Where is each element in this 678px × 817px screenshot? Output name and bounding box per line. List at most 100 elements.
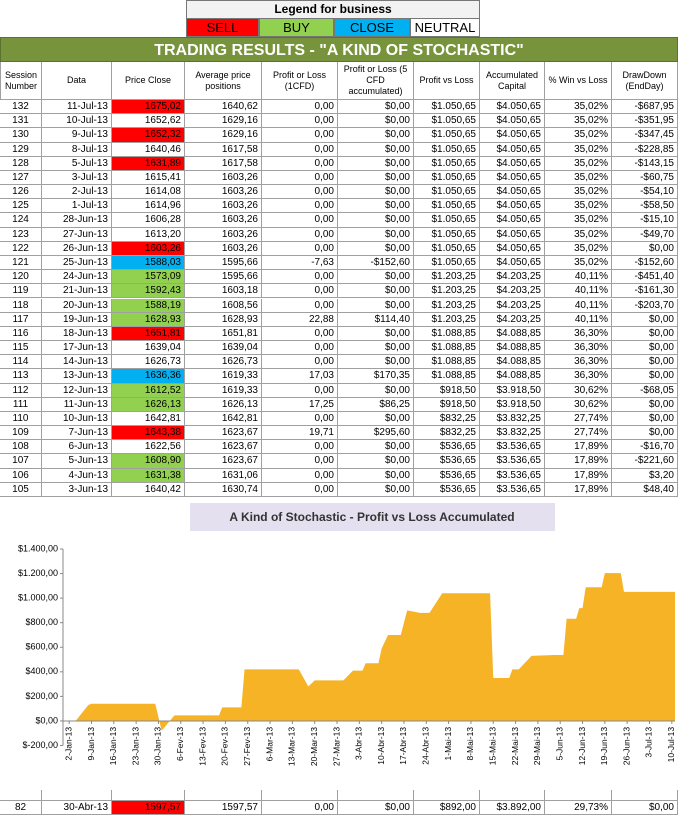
- table-cell: $4.050,65: [480, 100, 545, 115]
- table-cell: $0,00: [612, 426, 678, 441]
- table-cell: $0,00: [338, 227, 414, 242]
- table-cell: $892,00: [414, 801, 480, 815]
- table-cell: 17,25: [262, 397, 338, 412]
- table-cell: 1643,38: [112, 426, 185, 441]
- table-cell: 119: [0, 284, 42, 299]
- table-cell-cut: [0, 790, 42, 801]
- table-cell: 1642,81: [185, 411, 262, 427]
- x-tick-label: 30-Jan-13: [153, 727, 163, 766]
- table-cell: 107: [0, 454, 42, 469]
- table-cell: 36,30%: [545, 326, 612, 342]
- table-cell: $1.050,65: [414, 156, 480, 171]
- x-tick-label: 3-Jul-13: [644, 727, 654, 758]
- table-cell: $4.088,85: [480, 355, 545, 370]
- column-header: Profit or Loss (1CFD): [262, 62, 338, 100]
- y-tick-label: $1.200,00: [18, 568, 58, 578]
- table-cell: 0,00: [262, 199, 338, 214]
- table-cell: 0,00: [262, 284, 338, 299]
- table-cell: 0,00: [262, 440, 338, 455]
- column-header: % Win vs Loss: [545, 62, 612, 100]
- table-cell: 1640,42: [112, 482, 185, 497]
- table-cell: 0,00: [262, 468, 338, 483]
- y-tick-label: $1.000,00: [18, 593, 58, 603]
- table-cell: $4.203,25: [480, 284, 545, 299]
- legend-item: SELL: [186, 18, 259, 37]
- x-tick-label: 10-Jul-13: [666, 727, 676, 763]
- table-cell: 128: [0, 156, 42, 171]
- table-cell: $1.088,85: [414, 369, 480, 384]
- table-cell: $4.088,85: [480, 341, 545, 356]
- table-cell: 118: [0, 298, 42, 313]
- table-cell: 1631,38: [112, 468, 185, 483]
- table-cell: 123: [0, 227, 42, 242]
- table-cell: 1631,06: [185, 468, 262, 483]
- table-cell: 22,88: [262, 312, 338, 327]
- table-cell: 120: [0, 270, 42, 285]
- table-cell: 12-Jun-13: [42, 383, 112, 398]
- table-cell: $0,00: [338, 411, 414, 427]
- table-cell: 10-Jul-13: [42, 114, 112, 129]
- table-cell: 17,89%: [545, 468, 612, 483]
- table-cell: $4.088,85: [480, 326, 545, 342]
- table-cell: -$451,40: [612, 270, 678, 285]
- table-cell: 40,11%: [545, 312, 612, 327]
- table-cell: 1608,56: [185, 298, 262, 313]
- table-cell: 1623,67: [185, 440, 262, 455]
- table-cell: 132: [0, 100, 42, 115]
- table-cell: 1640,62: [185, 100, 262, 115]
- table-cell: 1595,66: [185, 270, 262, 285]
- table-cell-cut: [414, 790, 480, 801]
- table-cell: 17-Jun-13: [42, 341, 112, 356]
- x-tick-label: 1-Mai-13: [443, 727, 453, 761]
- table-cell: $0,00: [338, 156, 414, 171]
- table-cell: $1.050,65: [414, 142, 480, 157]
- x-tick-label: 13-Mar-13: [287, 727, 297, 766]
- table-cell: $3.536,65: [480, 454, 545, 469]
- table-cell: 0,00: [262, 100, 338, 115]
- area: [69, 573, 675, 731]
- table-cell: 1619,33: [185, 369, 262, 384]
- table-cell: 1619,33: [185, 383, 262, 398]
- table-cell: 1626,73: [112, 355, 185, 370]
- table-cell: 30,62%: [545, 383, 612, 398]
- table-cell: $0,00: [612, 369, 678, 384]
- table-cell: 11-Jun-13: [42, 397, 112, 412]
- table-cell: $4.088,85: [480, 369, 545, 384]
- table-cell: 1573,09: [112, 270, 185, 285]
- table-cell: $1.050,65: [414, 227, 480, 242]
- column-header: Price Close: [112, 62, 185, 100]
- table-cell: -$58,50: [612, 199, 678, 214]
- table-cell: $4.050,65: [480, 156, 545, 171]
- table-cell: 8-Jul-13: [42, 142, 112, 157]
- table-cell: 0,00: [262, 227, 338, 242]
- table-cell: 131: [0, 114, 42, 129]
- table-cell: 5-Jun-13: [42, 454, 112, 469]
- table-cell: $0,00: [338, 801, 414, 815]
- table-cell: 109: [0, 426, 42, 441]
- table-cell: $0,00: [612, 411, 678, 427]
- table-cell: 1623,67: [185, 454, 262, 469]
- table-cell: 1642,81: [112, 411, 185, 427]
- table-cell: $4.203,25: [480, 270, 545, 285]
- table-cell: 1639,04: [185, 341, 262, 356]
- table-cell: $0,00: [338, 355, 414, 370]
- x-tick-label: 17-Abr-13: [398, 727, 408, 765]
- table-cell: $832,25: [414, 411, 480, 427]
- table-cell: 125: [0, 199, 42, 214]
- column-header: Accumulated Capital: [480, 62, 545, 100]
- table-cell-cut: [338, 790, 414, 801]
- x-tick-label: 26-Jun-13: [621, 727, 631, 766]
- table-cell: 27,74%: [545, 426, 612, 441]
- table-cell: 10-Jun-13: [42, 411, 112, 427]
- x-tick-label: 16-Jan-13: [108, 727, 118, 766]
- table-cell: 6-Jun-13: [42, 440, 112, 455]
- x-tick-label: 20-Mar-13: [309, 727, 319, 766]
- table-cell: 1603,26: [112, 241, 185, 256]
- table-cell: 27,74%: [545, 411, 612, 427]
- table-cell: 0,00: [262, 241, 338, 256]
- table-cell: 35,02%: [545, 100, 612, 115]
- table-cell: 1629,16: [185, 114, 262, 129]
- table-cell: 122: [0, 241, 42, 256]
- table-cell: 35,02%: [545, 128, 612, 143]
- table-cell: 0,00: [262, 411, 338, 427]
